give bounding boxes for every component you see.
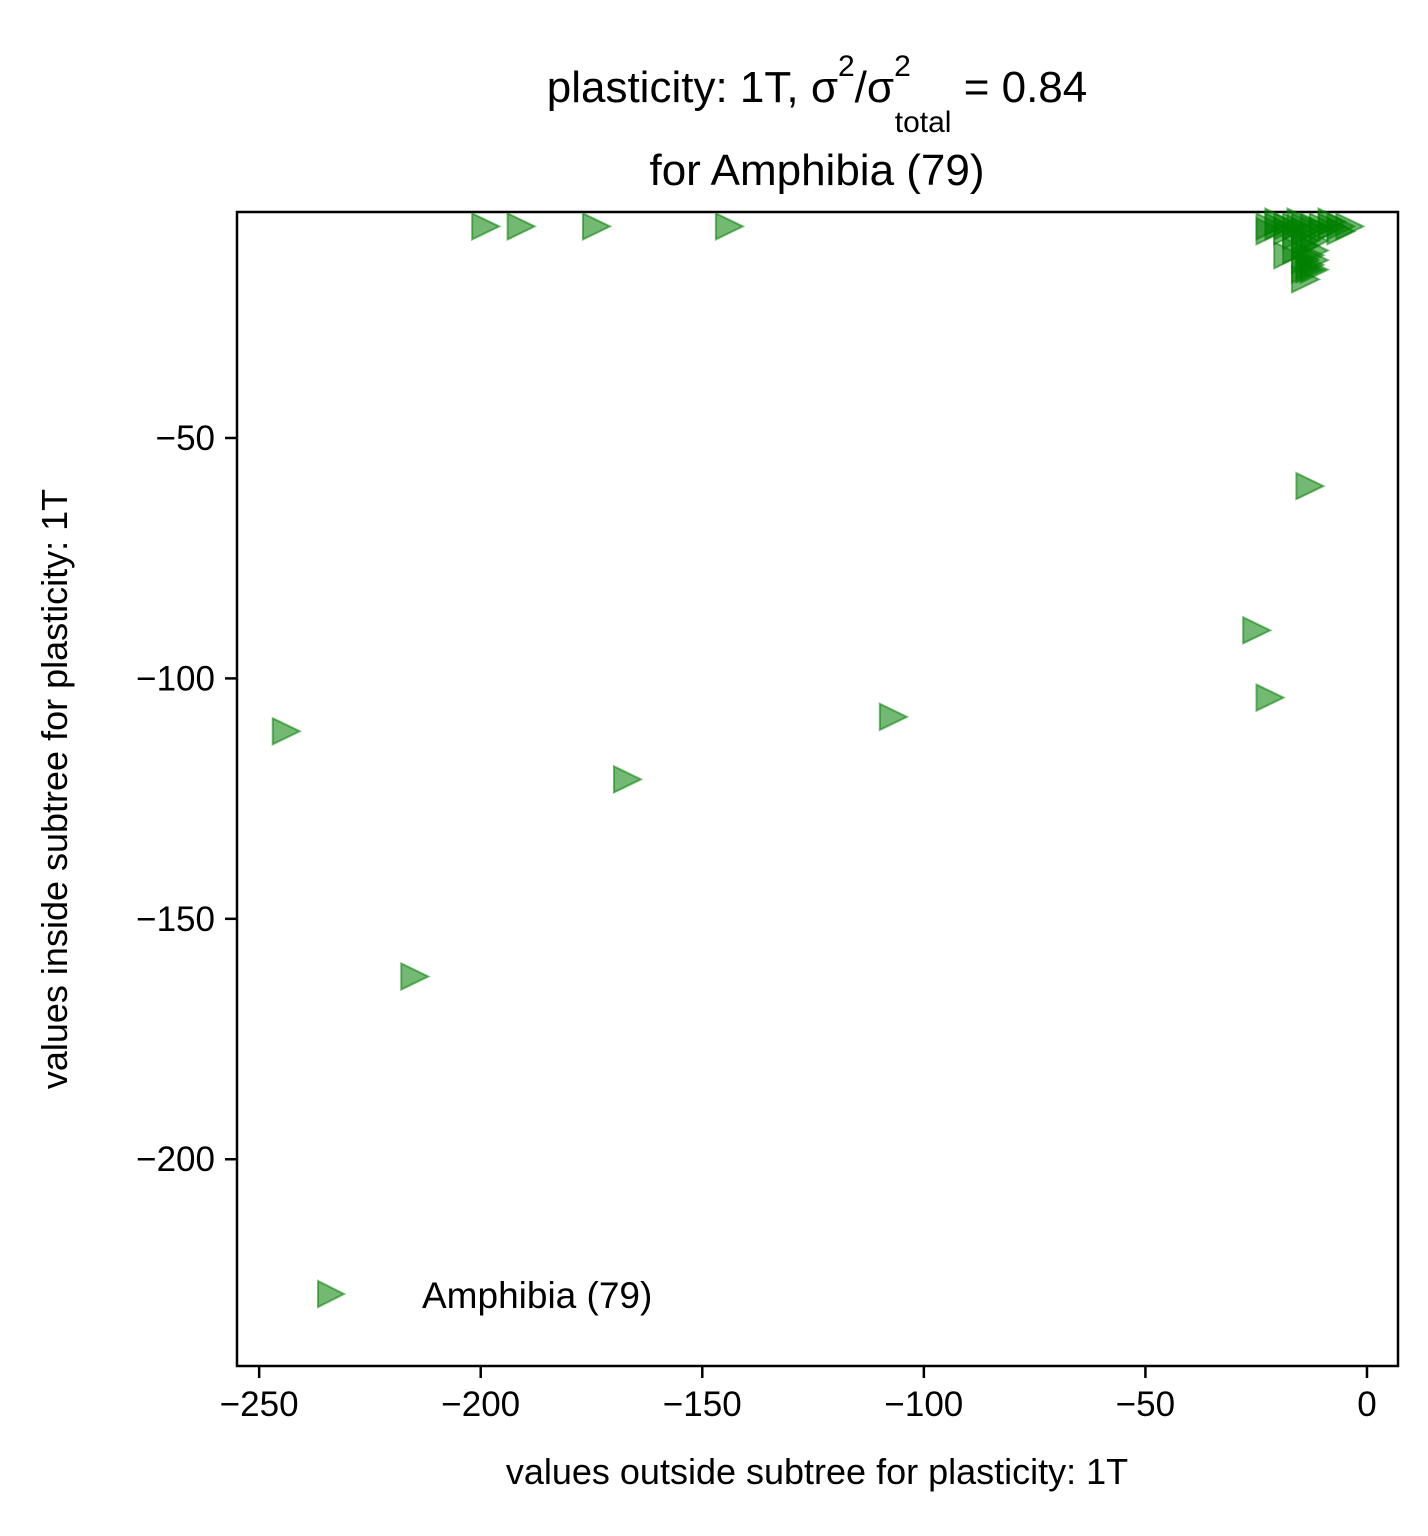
legend-label-amphibia: Amphibia (79)	[422, 1275, 652, 1316]
data-point	[1295, 471, 1326, 501]
data-point	[1290, 264, 1322, 294]
y-axis-ticks: −50 −100 −150 −200	[136, 419, 237, 1179]
chart-title-sup1: 2	[838, 50, 855, 83]
chart-title-middle: /σ	[855, 63, 894, 112]
x-tick-label: −100	[884, 1385, 963, 1424]
data-point	[1273, 240, 1304, 270]
chart-title-prefix: plasticity: 1T, σ	[547, 63, 838, 112]
chart-title-sub: total	[895, 106, 952, 139]
chart-subtitle: for Amphibia (79)	[649, 146, 984, 195]
data-point	[612, 764, 644, 794]
data-point	[1255, 683, 1286, 713]
x-tick-label: 0	[1357, 1385, 1376, 1424]
data-points	[271, 207, 1366, 992]
data-point	[400, 961, 431, 992]
x-tick-label: −250	[220, 1385, 299, 1424]
data-point	[581, 211, 613, 242]
data-point	[471, 211, 502, 242]
chart-title-suffix: = 0.84	[951, 63, 1087, 112]
data-point	[714, 211, 746, 242]
y-axis-label: values inside subtree for plasticity: 1T	[34, 489, 75, 1089]
x-tick-label: −200	[441, 1385, 520, 1424]
y-tick-label: −100	[136, 659, 215, 698]
data-point	[1242, 615, 1273, 645]
y-tick-label: −50	[156, 419, 215, 458]
x-tick-label: −50	[1116, 1385, 1175, 1424]
data-point	[1317, 207, 1348, 237]
y-tick-label: −200	[136, 1140, 215, 1179]
x-axis-label: values outside subtree for plasticity: 1…	[506, 1451, 1128, 1492]
data-point	[1264, 207, 1295, 237]
chart-title-sup2: 2	[894, 50, 911, 83]
data-point	[878, 702, 910, 732]
legend-marker-amphibia	[317, 1279, 347, 1309]
plot-area	[235, 210, 1400, 1368]
data-point	[271, 716, 303, 746]
y-tick-label: −150	[136, 900, 215, 939]
x-axis-ticks: −250 −200 −150 −100 −50 0	[220, 1366, 1377, 1424]
x-tick-label: −150	[663, 1385, 742, 1424]
chart-title: plasticity: 1T, σ2/σ2 total = 0.84	[547, 50, 1088, 139]
legend: Amphibia (79)	[317, 1275, 652, 1316]
data-point	[506, 211, 537, 242]
